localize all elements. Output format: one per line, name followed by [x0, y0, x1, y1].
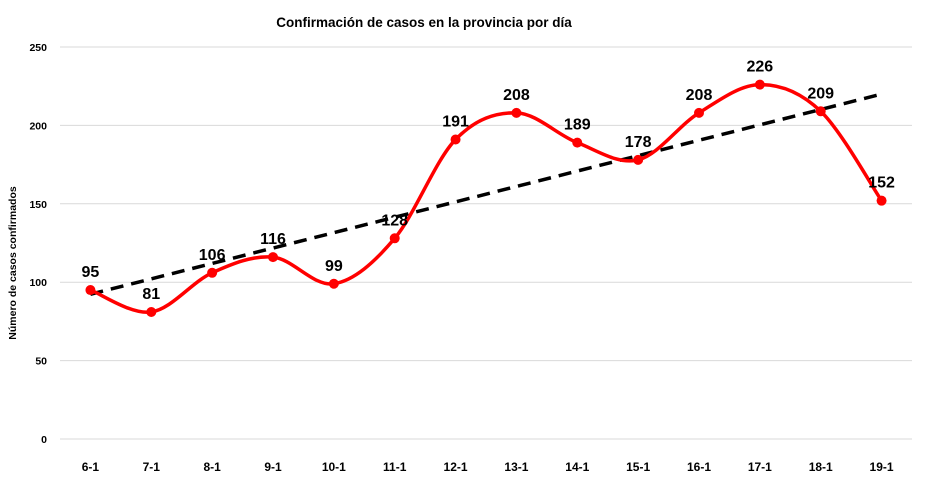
y-tick-label: 100: [29, 277, 47, 289]
data-label: 226: [747, 59, 774, 76]
data-point: [633, 154, 644, 165]
x-tick-label: 10-1: [322, 460, 346, 474]
data-point: [207, 267, 218, 278]
x-tick-label: 19-1: [870, 460, 894, 474]
data-label: 208: [503, 87, 530, 104]
y-tick-label: 150: [29, 199, 47, 211]
x-tick-label: 12-1: [444, 460, 468, 474]
x-tick-label: 9-1: [264, 460, 282, 474]
x-tick-label: 11-1: [383, 460, 407, 474]
x-tick-label: 17-1: [748, 460, 772, 474]
data-point: [450, 134, 461, 145]
data-point: [511, 107, 522, 118]
data-point: [754, 79, 765, 90]
data-point: [268, 252, 278, 263]
data-label: 81: [142, 286, 160, 303]
data-label: 209: [807, 85, 834, 102]
data-point: [146, 306, 157, 317]
trendline: [89, 92, 883, 296]
y-tick-label: 50: [35, 356, 47, 368]
y-tick-label: 250: [29, 42, 47, 54]
x-tick-label: 7-1: [143, 460, 161, 474]
data-label: 178: [625, 134, 652, 151]
data-label: 189: [564, 117, 591, 134]
series-line: [89, 82, 884, 314]
data-point: [876, 195, 887, 206]
data-point: [389, 233, 400, 244]
data-label: 128: [381, 212, 408, 229]
y-axis-label: Número de casos confirmados: [7, 186, 19, 340]
data-point: [328, 278, 339, 289]
data-point: [85, 285, 96, 296]
data-label: 99: [325, 258, 343, 275]
data-point: [815, 106, 826, 117]
data-label: 116: [260, 231, 286, 248]
data-label: 152: [868, 175, 895, 192]
data-label: 106: [199, 247, 226, 264]
data-point: [572, 137, 583, 148]
x-tick-label: 14-1: [565, 460, 589, 474]
x-tick-label: 16-1: [687, 460, 711, 474]
x-tick-label: 15-1: [626, 460, 650, 474]
data-label: 95: [82, 264, 100, 281]
x-tick-label: 18-1: [809, 460, 833, 474]
x-tick-label: 8-1: [203, 460, 221, 474]
y-tick-label: 200: [29, 120, 47, 132]
x-tick-label: 6-1: [82, 460, 100, 474]
data-point: [694, 107, 704, 118]
y-tick-label: 0: [41, 434, 47, 446]
data-label: 208: [686, 87, 713, 104]
chart-title: Confirmación de casos en la provincia po…: [276, 15, 572, 30]
x-tick-label: 13-1: [504, 460, 528, 474]
data-label: 191: [442, 114, 469, 131]
